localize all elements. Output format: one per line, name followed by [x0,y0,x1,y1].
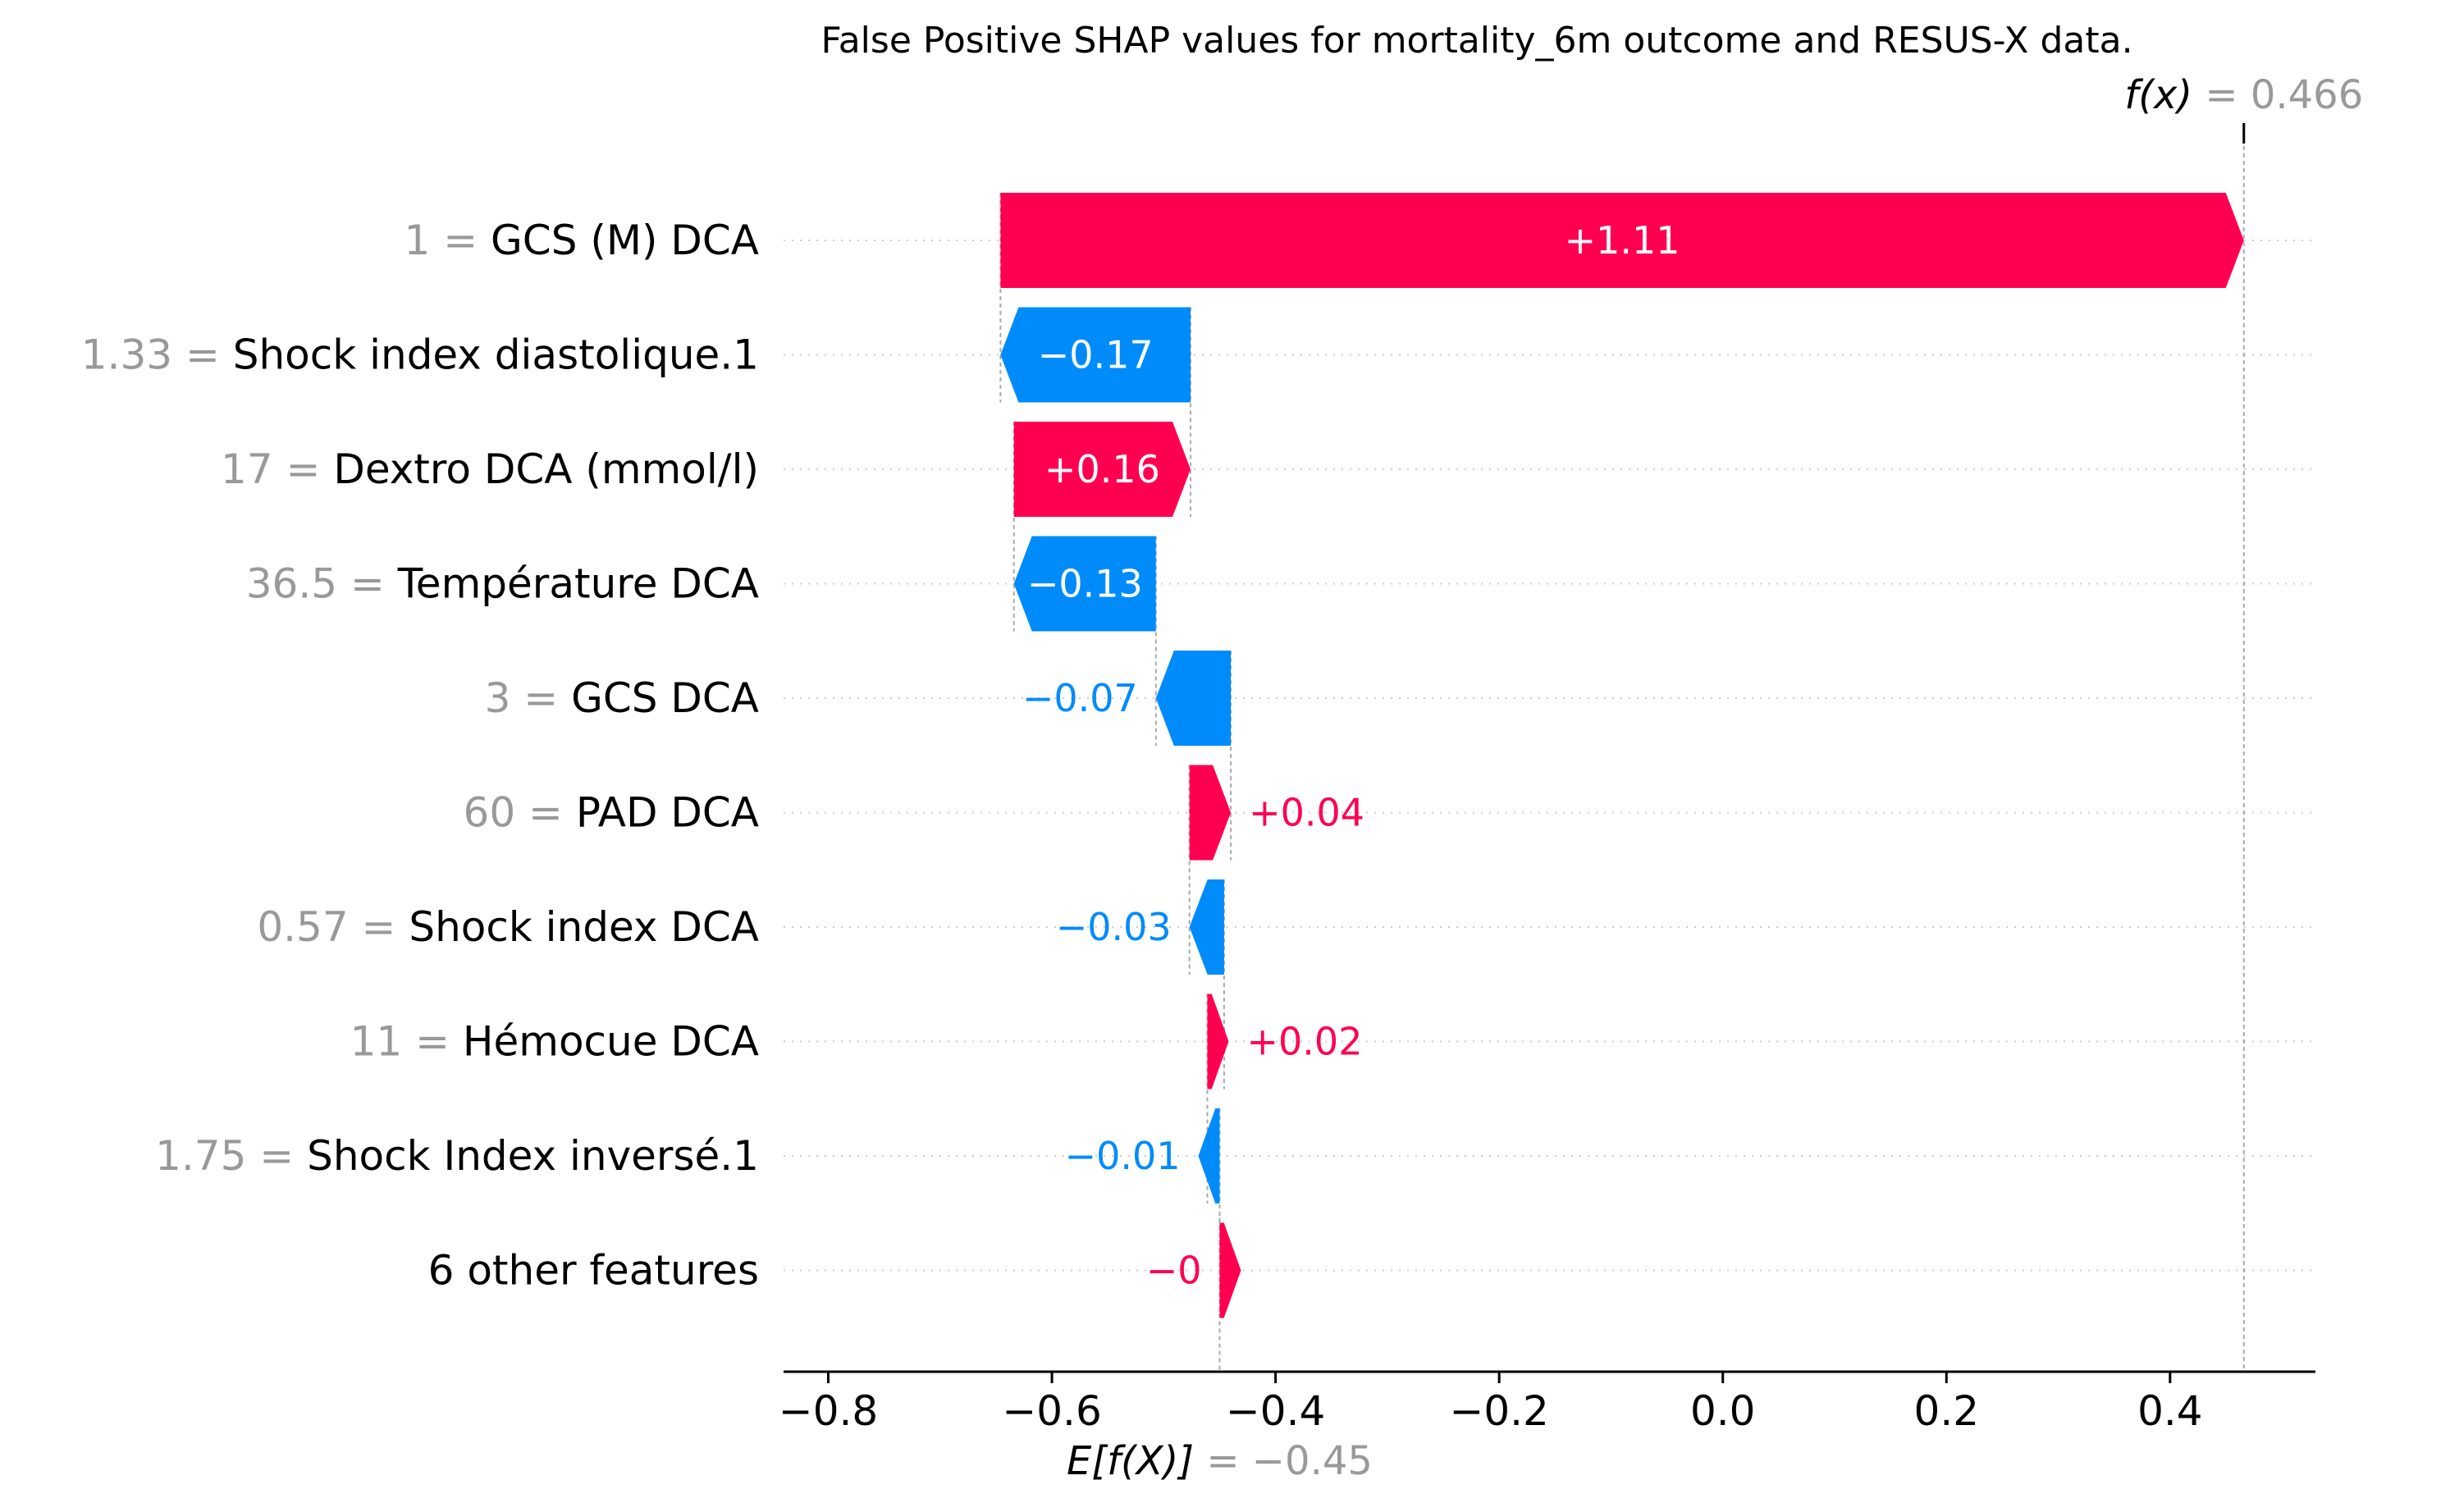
x-tick-label: −0.6 [1002,1387,1101,1435]
feature-label: 1 = GCS (M) DCA [405,217,759,264]
base-value-label: E[f(X)] [1067,1438,1206,1484]
shap-bar [1013,536,1156,632]
shap-bar [1000,307,1191,403]
row-guides [784,240,2315,1272]
bars: +1.11 −0.17 +0.16 −0.13 −0.07 +0.04 −0.03 +0.02… [1000,193,2244,1318]
feature-label: 3 = GCS DCA [485,674,759,722]
feature-label: 6 other features [428,1247,759,1295]
x-tick-label: 0.0 [1690,1387,1756,1435]
feature-value: 17 = [221,445,333,493]
shap-bar [1198,1108,1220,1204]
feature-value: 60 = [464,789,576,837]
bar-value-label: −0 [1146,1249,1202,1293]
feature-name: Température DCA [397,560,759,608]
output-value-label: f(x) [2124,72,2205,118]
feature-name: Hémocue DCA [463,1018,759,1066]
feature-name: Dextro DCA (mmol/l) [333,445,759,493]
feature-label: 60 = PAD DCA [464,789,759,837]
shap-bar [1219,1222,1241,1318]
shap-bar [1155,651,1232,746]
feature-name: 6 other features [428,1247,759,1295]
feature-label: 0.57 = Shock index DCA [257,903,759,951]
feature-value: 3 = [485,674,572,722]
feature-value: 0.57 = [257,903,409,951]
output-value-annotation: f(x) = 0.466 [2124,72,2363,118]
bar-value-label: +0.04 [1249,791,1364,835]
shap-bar [1189,879,1224,975]
x-axis: −0.8 −0.6 −0.4 −0.2 0.0 0.2 0.4 [779,1370,2315,1435]
shap-bar [1189,765,1232,861]
feature-value: 11 = [350,1018,463,1066]
feature-label: 1.33 = Shock index diastolique.1 [81,331,759,379]
feature-name: Shock index diastolique.1 [233,331,759,379]
bar-value-label: +1.11 [1565,218,1680,263]
x-tick-label: −0.4 [1226,1387,1325,1435]
feature-labels: 1 = GCS (M) DCA 1.33 = Shock index diasto… [81,217,759,1295]
connector-lines [999,123,2246,1372]
x-tick-label: 0.4 [2137,1387,2203,1435]
feature-value: 1 = [405,217,491,264]
feature-label: 36.5 = Température DCA [246,560,759,608]
base-value-annotation: E[f(X)] = −0.45 [1067,1438,1373,1484]
x-tick-label: −0.8 [779,1387,878,1435]
feature-value: 36.5 = [246,560,398,608]
output-value-text: = 0.466 [2205,72,2363,118]
bar-value-label: −0.01 [1065,1134,1181,1178]
feature-label: 17 = Dextro DCA (mmol/l) [221,445,759,493]
feature-name: Shock Index inversé.1 [307,1132,759,1180]
bar-value-label: −0.07 [1022,676,1138,720]
feature-value: 1.33 = [81,331,233,379]
shap-bar [1013,422,1191,517]
x-tick-label: 0.2 [1914,1387,1980,1435]
bar-value-label: −0.17 [1038,333,1154,377]
chart-title: False Positive SHAP values for mortality… [820,20,2132,62]
feature-name: GCS (M) DCA [491,217,759,264]
feature-label: 11 = Hémocue DCA [350,1018,759,1066]
shap-bar [1000,193,2244,288]
x-tick-label: −0.2 [1449,1387,1548,1435]
bar-value-label: +0.02 [1247,1020,1363,1064]
shap-bar [1207,994,1229,1089]
annotations: E[f(X)] = −0.45 f(x) = 0.466 [1067,72,2363,1484]
bar-value-label: +0.16 [1044,447,1160,491]
feature-name: Shock index DCA [409,903,759,951]
feature-label: 1.75 = Shock Index inversé.1 [155,1132,759,1180]
feature-name: GCS DCA [571,674,759,722]
bar-value-label: −0.13 [1027,562,1143,606]
bar-value-label: −0.03 [1056,905,1172,949]
feature-name: PAD DCA [576,789,759,837]
base-value-text: = −0.45 [1206,1438,1373,1484]
feature-value: 1.75 = [155,1132,307,1180]
